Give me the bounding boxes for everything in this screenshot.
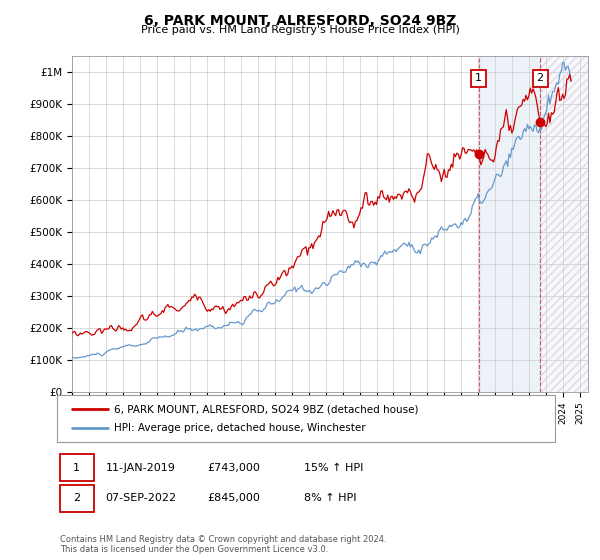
Text: Contains HM Land Registry data © Crown copyright and database right 2024.
This d: Contains HM Land Registry data © Crown c… [60, 535, 386, 554]
Text: 07-SEP-2022: 07-SEP-2022 [106, 493, 177, 503]
Text: 8% ↑ HPI: 8% ↑ HPI [304, 493, 356, 503]
Text: 15% ↑ HPI: 15% ↑ HPI [304, 463, 363, 473]
Text: 1: 1 [475, 73, 482, 83]
Bar [540, 56, 588, 392]
Text: 2: 2 [73, 493, 80, 503]
Text: 1: 1 [73, 463, 80, 473]
Text: Price paid vs. HM Land Registry's House Price Index (HPI): Price paid vs. HM Land Registry's House … [140, 25, 460, 35]
Text: HPI: Average price, detached house, Winchester: HPI: Average price, detached house, Winc… [114, 423, 365, 433]
Bar [540, 56, 588, 392]
Text: 11-JAN-2019: 11-JAN-2019 [106, 463, 175, 473]
Text: 6, PARK MOUNT, ALRESFORD, SO24 9BZ (detached house): 6, PARK MOUNT, ALRESFORD, SO24 9BZ (deta… [114, 404, 419, 414]
Text: £845,000: £845,000 [208, 493, 260, 503]
Text: £743,000: £743,000 [208, 463, 260, 473]
Bar [479, 56, 540, 392]
Text: 6, PARK MOUNT, ALRESFORD, SO24 9BZ: 6, PARK MOUNT, ALRESFORD, SO24 9BZ [144, 14, 456, 28]
Text: 2: 2 [536, 73, 544, 83]
